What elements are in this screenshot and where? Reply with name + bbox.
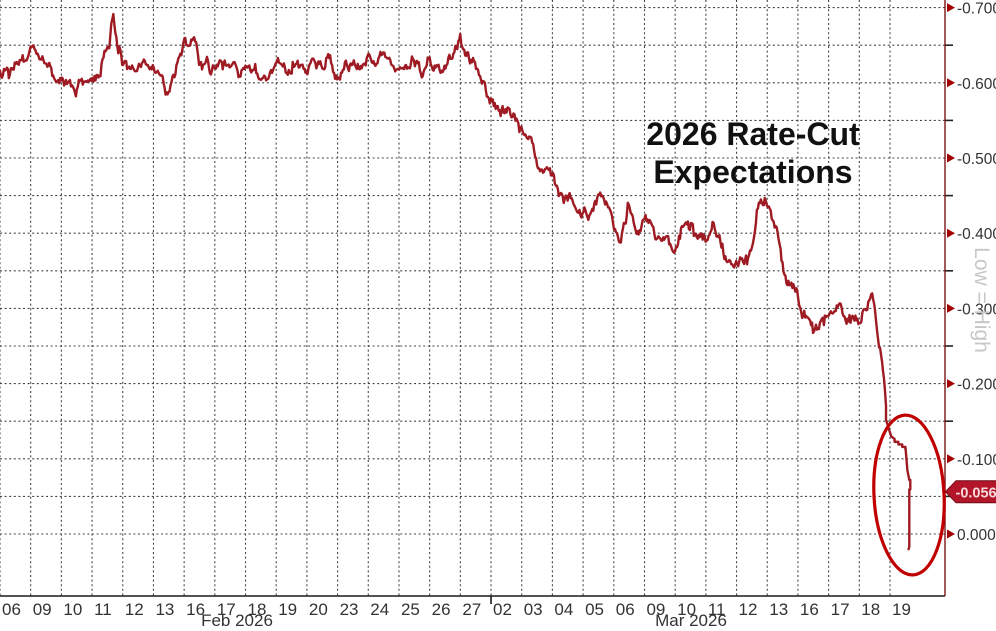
svg-text:19: 19 [278,600,297,619]
svg-text:-0.600: -0.600 [957,76,996,93]
svg-text:05: 05 [585,600,604,619]
svg-text:10: 10 [63,600,82,619]
svg-text:13: 13 [155,600,174,619]
svg-text:17: 17 [831,600,850,619]
svg-text:27: 27 [462,600,481,619]
svg-text:04: 04 [554,600,573,619]
svg-text:26: 26 [432,600,451,619]
svg-text:Feb 2026: Feb 2026 [201,611,273,630]
svg-text:-0.100: -0.100 [957,452,996,469]
svg-text:06: 06 [616,600,635,619]
svg-text:03: 03 [524,600,543,619]
svg-text:-0.200: -0.200 [957,377,996,394]
svg-text:18: 18 [861,600,880,619]
svg-text:11: 11 [94,600,112,619]
svg-text:19: 19 [892,600,911,619]
svg-text:0.000: 0.000 [957,527,996,544]
svg-text:09: 09 [33,600,52,619]
svg-text:13: 13 [769,600,788,619]
svg-text:Mar 2026: Mar 2026 [655,611,727,630]
svg-text:20: 20 [309,600,328,619]
svg-text:-0.400: -0.400 [957,226,996,243]
svg-text:23: 23 [340,600,359,619]
svg-text:06: 06 [2,600,21,619]
svg-text:-0.700: -0.700 [957,1,996,18]
svg-text:02: 02 [493,600,512,619]
svg-text:12: 12 [739,600,758,619]
svg-text:Expectations: Expectations [653,154,852,190]
svg-text:-0.500: -0.500 [957,151,996,168]
svg-text:Low = High: Low = High [970,247,993,353]
svg-text:24: 24 [370,600,389,619]
svg-text:16: 16 [800,600,819,619]
svg-text:25: 25 [401,600,420,619]
svg-text:-0.056: -0.056 [956,486,996,502]
svg-text:2026 Rate-Cut: 2026 Rate-Cut [646,116,860,152]
svg-text:12: 12 [125,600,144,619]
